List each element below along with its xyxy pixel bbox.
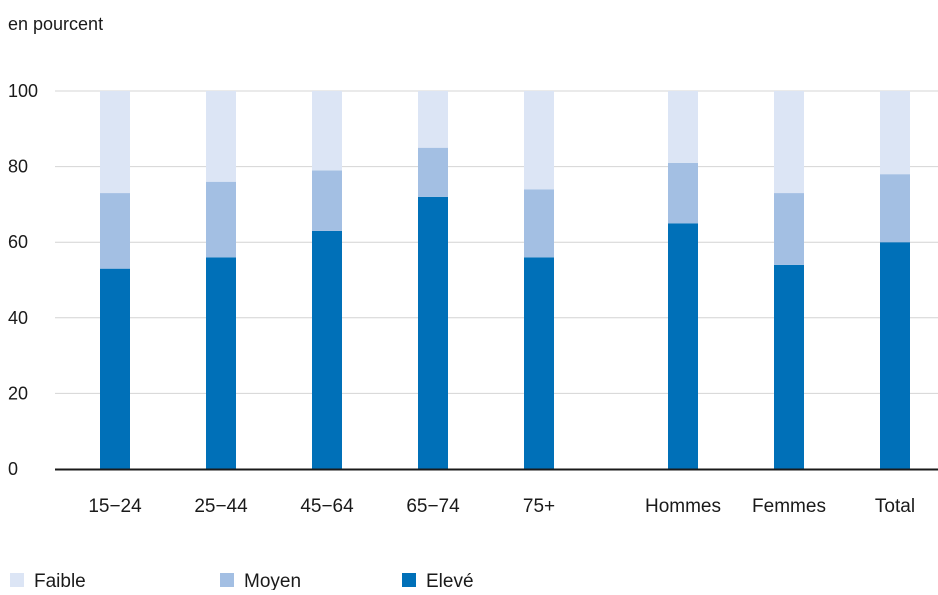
legend-swatch-elev [402, 573, 416, 587]
x-tick-label: Hommes [645, 496, 721, 517]
bar-moyen-hommes [668, 162, 698, 224]
legend-label: Elevé [426, 571, 474, 590]
y-tick-label: 80 [8, 157, 28, 177]
x-tick-label: 75+ [523, 496, 555, 517]
bar-moyen-25-44 [206, 181, 236, 258]
bar-faible-25-44 [206, 91, 236, 182]
x-axis-ticks: 15−24 25−44 45−64 65−74 75+ Hommes Femmes Total [88, 496, 915, 517]
bar-moyen-total [880, 174, 910, 243]
x-tick-label: 65−74 [406, 496, 460, 517]
bar-faible-total [880, 91, 910, 175]
legend-label: Moyen [244, 571, 301, 590]
legend-swatch-moyen [220, 573, 234, 587]
bar-moyen-65-74 [418, 147, 448, 197]
y-tick-label: 60 [8, 232, 28, 252]
bar-elev-65-74 [418, 196, 448, 469]
y-unit-label: en pourcent [8, 14, 103, 34]
bar-elev-45-64 [312, 230, 342, 469]
bar-elev-15-24 [100, 268, 130, 469]
bar-elev-femmes [774, 264, 804, 469]
bar-elev-hommes [668, 223, 698, 469]
bar-faible-75 [524, 91, 554, 190]
y-axis-ticks: 0 20 40 60 80 100 [8, 81, 38, 479]
y-tick-label: 20 [8, 383, 28, 403]
y-tick-label: 100 [8, 81, 38, 101]
bars [100, 91, 910, 469]
x-tick-label: Total [875, 496, 915, 517]
y-tick-label: 40 [8, 308, 28, 328]
bar-faible-15-24 [100, 91, 130, 194]
legend-label: Faible [34, 571, 86, 590]
bar-moyen-15-24 [100, 193, 130, 269]
bar-faible-65-74 [418, 91, 448, 148]
legend: Faible Moyen Elevé [10, 571, 474, 592]
bar-elev-75 [524, 257, 554, 469]
x-tick-label: 15−24 [88, 496, 142, 517]
gridlines [55, 90, 938, 394]
x-tick-label: 45−64 [300, 496, 354, 517]
x-tick-label: Femmes [752, 496, 826, 517]
bar-moyen-femmes [774, 193, 804, 265]
bar-moyen-45-64 [312, 170, 342, 231]
x-tick-label: 25−44 [194, 496, 248, 517]
bar-faible-45-64 [312, 91, 342, 171]
bar-moyen-75 [524, 189, 554, 258]
bar-faible-hommes [668, 91, 698, 163]
legend-swatch-faible [10, 573, 24, 587]
bar-elev-total [880, 242, 910, 469]
y-tick-label: 0 [8, 459, 18, 479]
bar-faible-femmes [774, 91, 804, 194]
bar-elev-25-44 [206, 257, 236, 469]
